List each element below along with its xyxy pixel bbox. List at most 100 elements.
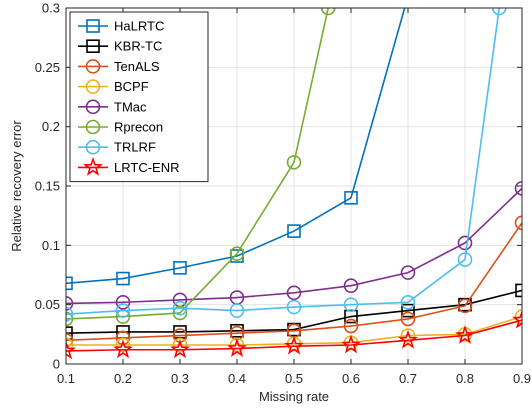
legend-label: HaLRTC <box>114 19 164 34</box>
y-tick-labels: 0 0.05 0.1 0.15 0.2 0.25 0.3 <box>35 1 60 372</box>
data-point <box>514 215 522 231</box>
data-point <box>343 278 359 293</box>
data-point <box>66 340 76 360</box>
data-point <box>229 246 245 261</box>
data-point <box>457 298 473 314</box>
data-point <box>343 318 359 334</box>
data-point <box>512 309 522 329</box>
y-tick-label: 0.3 <box>42 1 60 16</box>
legend-marker <box>85 139 101 155</box>
data-point <box>172 337 188 353</box>
y-tick-label: 0.1 <box>42 238 60 253</box>
series-line <box>66 315 522 346</box>
data-point <box>66 311 74 327</box>
y-tick-label: 0.2 <box>42 119 60 134</box>
data-point <box>66 326 73 340</box>
y-tick-label: 0.05 <box>35 297 60 312</box>
series-tenals <box>66 215 522 348</box>
data-point <box>172 305 188 321</box>
data-point <box>115 303 131 318</box>
x-tick-label: 0.4 <box>228 371 246 386</box>
x-tick-label: 0.7 <box>399 371 417 386</box>
ticks <box>65 7 523 365</box>
data-point <box>491 8 507 16</box>
series-trlrf <box>66 8 507 322</box>
legend-label: BCPF <box>114 79 149 94</box>
data-point <box>343 297 359 312</box>
series-line <box>66 289 522 334</box>
legend-box <box>69 11 209 183</box>
data-point <box>173 261 187 275</box>
legend-item: TMac <box>78 99 147 114</box>
data-point <box>457 235 473 251</box>
legend-item: TRLRF <box>78 140 156 155</box>
x-tick-label: 0.5 <box>285 371 303 386</box>
data-point <box>400 311 416 327</box>
legend-marker <box>85 119 101 135</box>
legend-marker <box>83 157 103 176</box>
data-point <box>455 325 475 344</box>
data-point <box>66 332 74 348</box>
legend-label: TenALS <box>114 59 160 74</box>
data-point <box>514 181 522 196</box>
series-line <box>66 222 522 342</box>
data-point <box>286 154 302 170</box>
data-point <box>229 303 245 318</box>
data-point <box>341 334 361 354</box>
data-point <box>66 296 74 311</box>
legend-marker <box>85 59 101 74</box>
data-point <box>457 252 473 267</box>
data-point <box>400 265 416 280</box>
y-axis-title: Relative recovery error <box>9 120 24 252</box>
data-point <box>66 337 74 353</box>
series-line <box>66 187 522 305</box>
y-tick-label: 0.15 <box>35 179 60 194</box>
data-point <box>286 285 302 301</box>
legend-item: KBR-TC <box>78 39 162 54</box>
data-point <box>344 191 358 205</box>
data-point <box>286 299 302 315</box>
data-point <box>514 309 522 324</box>
legend-item: Rprecon <box>78 120 163 135</box>
x-tick-labels: 0.1 0.2 0.3 0.4 0.5 0.6 0.7 0.8 0.9 <box>57 371 531 386</box>
legend-label: TRLRF <box>114 140 156 155</box>
data-point <box>66 276 73 291</box>
legend-label: Rprecon <box>114 120 163 135</box>
series-layer <box>66 8 522 360</box>
data-point <box>227 338 247 357</box>
data-point <box>398 329 418 349</box>
x-tick-label: 0.8 <box>456 371 474 386</box>
data-point <box>115 294 131 310</box>
legend-label: KBR-TC <box>114 39 162 54</box>
x-tick-label: 0.9 <box>513 371 531 386</box>
x-tick-label: 0.1 <box>57 371 75 386</box>
data-point <box>400 294 416 310</box>
series-tmac <box>66 181 522 311</box>
legend-item: TenALS <box>78 59 160 74</box>
x-tick-label: 0.3 <box>171 371 189 386</box>
legend-item: HaLRTC <box>78 19 164 34</box>
series-line <box>66 8 329 320</box>
data-point <box>320 8 336 16</box>
data-point <box>400 328 416 343</box>
legend-label: LRTC-ENR <box>114 160 180 175</box>
legend-label: TMac <box>114 99 147 114</box>
series-line <box>66 319 522 352</box>
data-point <box>113 339 133 359</box>
legend-marker <box>86 19 100 33</box>
y-tick-label: 0 <box>53 357 60 372</box>
legend: HaLRTC KBR-TC TenALS BCPF TMac Rprecon TRLRF LR… <box>69 11 209 183</box>
legend-item: BCPF <box>78 79 149 94</box>
data-point <box>115 337 131 353</box>
y-tick-label: 0.25 <box>35 60 60 75</box>
data-point <box>515 283 522 298</box>
data-point <box>287 224 301 238</box>
series-rprecon <box>66 8 336 327</box>
data-point <box>116 271 130 286</box>
legend-marker <box>86 39 100 54</box>
x-axis-title: Missing rate <box>259 389 329 404</box>
legend-marker <box>85 79 101 94</box>
data-point <box>170 339 190 359</box>
legend-marker <box>85 99 101 115</box>
